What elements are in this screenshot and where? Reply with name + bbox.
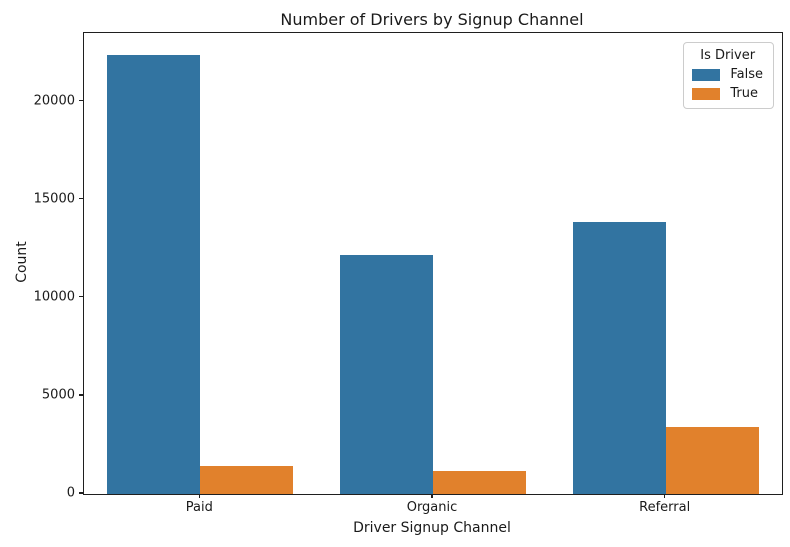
y-tick-mark-20000 <box>79 100 83 102</box>
y-tick-label-0: 0 <box>66 485 75 501</box>
legend-entry-false: False <box>692 67 763 82</box>
bar-referral-false <box>572 222 666 494</box>
plot-area: Is Driver False True <box>83 32 783 495</box>
bar-organic-true <box>433 471 526 494</box>
x-tick-label-organic: Organic <box>406 500 458 515</box>
legend-entry-true: True <box>692 86 763 101</box>
bar-organic-false <box>340 254 433 494</box>
x-tick-mark-paid <box>198 494 200 498</box>
legend-label-false: False <box>730 67 763 82</box>
y-tick-label-20000: 20000 <box>33 93 75 109</box>
legend-swatch-true <box>692 87 721 100</box>
x-tick-mark-referral <box>664 494 666 498</box>
x-tick-mark-organic <box>431 494 433 498</box>
legend-label-true: True <box>730 86 758 101</box>
bars-container <box>84 33 782 494</box>
y-tick-mark-15000 <box>79 198 83 200</box>
bar-paid-false <box>107 54 201 494</box>
y-tick-mark-5000 <box>79 394 83 396</box>
chart-title: Number of Drivers by Signup Channel <box>280 10 584 29</box>
legend-entries: False True <box>692 67 763 101</box>
legend-title: Is Driver <box>700 48 756 63</box>
x-axis-label: Driver Signup Channel <box>353 520 511 536</box>
y-tick-label-15000: 15000 <box>33 191 75 207</box>
bar-group-organic <box>317 33 550 494</box>
legend-swatch-false <box>692 68 721 81</box>
bar-paid-true <box>200 465 294 494</box>
x-tick-label-paid: Paid <box>185 500 213 515</box>
bar-referral-true <box>665 427 759 494</box>
x-tick-label-referral: Referral <box>639 500 691 515</box>
y-tick-label-5000: 5000 <box>41 387 75 403</box>
y-axis-label: Count <box>14 241 30 283</box>
legend: Is Driver False True <box>683 42 774 109</box>
bar-group-referral <box>549 33 782 494</box>
y-tick-mark-10000 <box>79 296 83 298</box>
y-tick-mark-0 <box>79 492 83 494</box>
bar-group-paid <box>84 33 317 494</box>
y-tick-label-10000: 10000 <box>33 289 75 305</box>
